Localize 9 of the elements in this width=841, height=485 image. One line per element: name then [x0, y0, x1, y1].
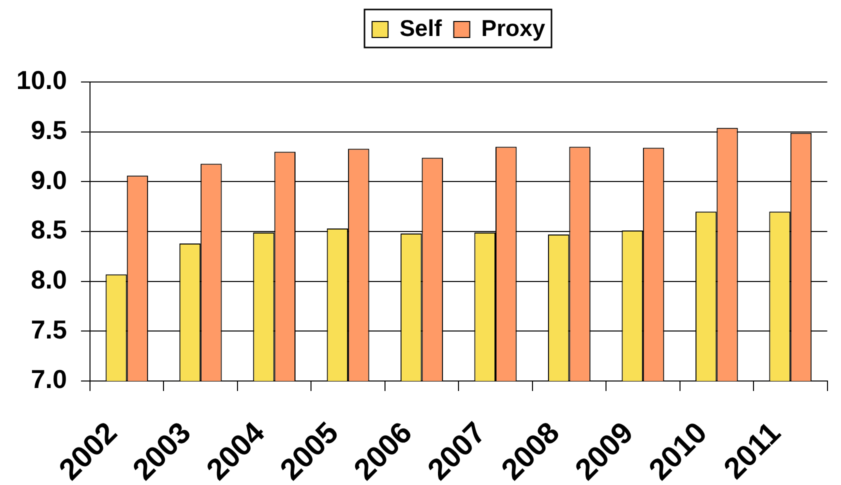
y-tick-label: 10.0 — [16, 65, 67, 96]
y-tick-label: 9.5 — [30, 115, 67, 146]
y-tick-label: 7.0 — [30, 364, 67, 394]
y-tick-label: 7.5 — [30, 314, 67, 344]
legend-label: Proxy — [481, 14, 546, 41]
y-tick-label: 8.5 — [30, 214, 67, 245]
y-tick-label: 9.0 — [30, 164, 67, 195]
legend-label: Self — [400, 14, 442, 41]
y-tick-label: 8.0 — [30, 264, 67, 295]
